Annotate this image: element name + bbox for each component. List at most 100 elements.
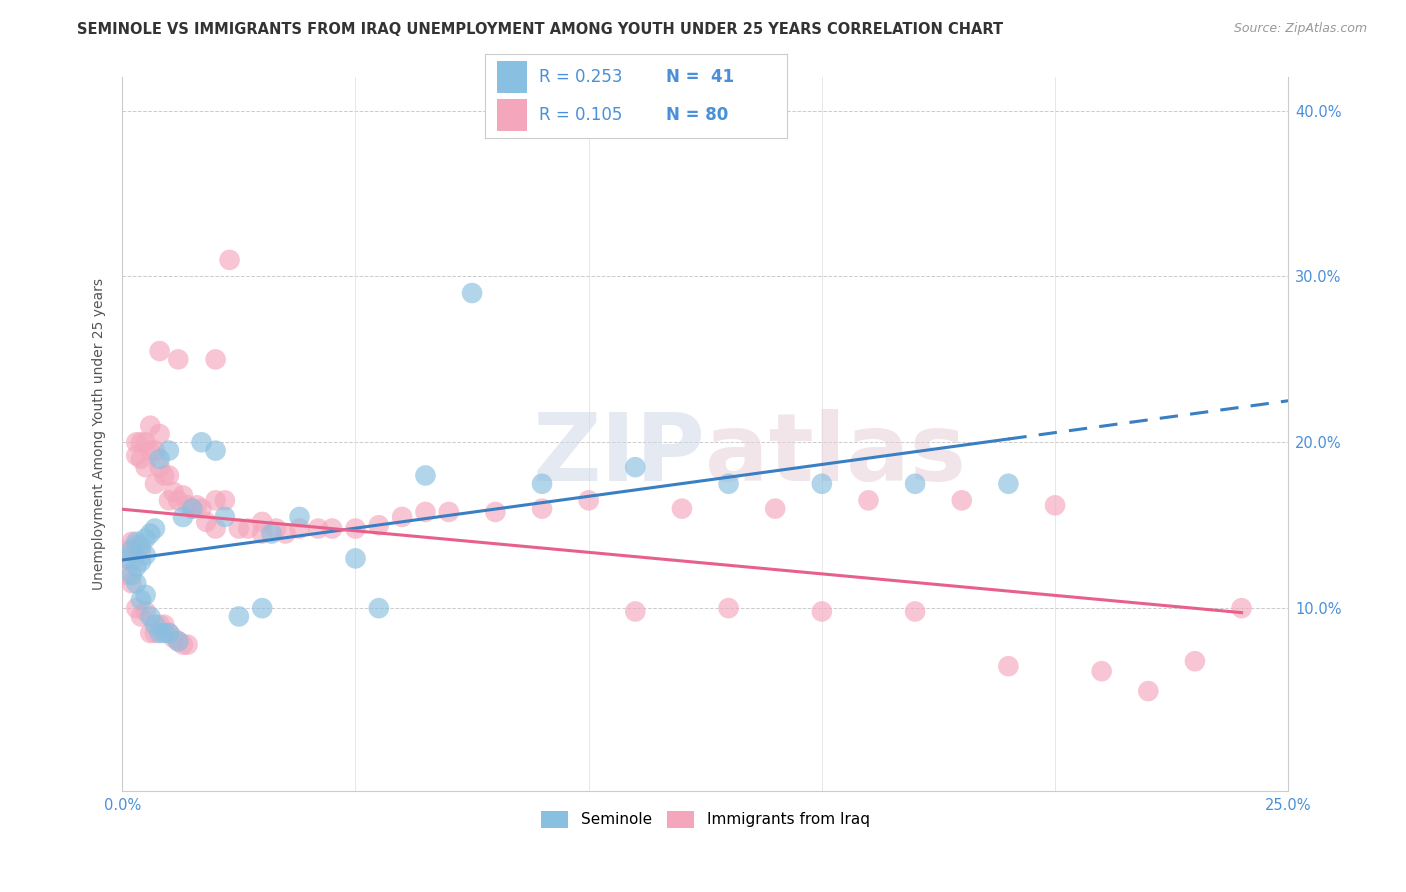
Point (204, 352, 226, 367)
Point (531, 476, 554, 491)
Point (115, 568, 138, 582)
Point (149, 626, 172, 640)
Point (1043, 499, 1066, 513)
Point (172, 510, 194, 524)
Point (717, 601, 740, 615)
Point (1230, 601, 1253, 615)
Point (162, 485, 184, 500)
Point (135, 548, 157, 562)
Point (121, 555, 143, 569)
Point (186, 499, 208, 513)
Point (157, 626, 180, 640)
Point (153, 468, 176, 483)
Point (250, 515, 273, 529)
Point (129, 555, 152, 569)
Point (149, 460, 172, 475)
Point (129, 538, 152, 552)
Point (238, 522, 260, 536)
Point (139, 526, 162, 541)
Point (135, 435, 157, 450)
Point (157, 468, 180, 483)
Point (176, 499, 198, 513)
Point (624, 460, 647, 475)
Point (307, 522, 329, 536)
Text: N =  41: N = 41 (666, 68, 734, 86)
Point (461, 286, 484, 301)
Point (260, 526, 283, 541)
Point (671, 501, 693, 516)
Point (437, 505, 460, 519)
Point (149, 344, 172, 359)
Point (1184, 654, 1206, 668)
Point (139, 626, 162, 640)
Point (149, 451, 172, 466)
Point (139, 609, 162, 624)
Point (195, 515, 218, 529)
Point (121, 568, 143, 582)
Point (415, 468, 437, 483)
Point (167, 352, 190, 367)
Point (176, 638, 198, 652)
Point (214, 510, 236, 524)
Point (125, 576, 148, 591)
Text: ZIP: ZIP (533, 409, 706, 501)
Point (172, 488, 194, 502)
Point (997, 659, 1019, 673)
Point (167, 634, 190, 648)
Point (763, 501, 786, 516)
Point (121, 543, 143, 558)
Point (125, 449, 148, 463)
Point (172, 638, 194, 652)
Text: Source: ZipAtlas.com: Source: ZipAtlas.com (1233, 22, 1367, 36)
Point (811, 476, 834, 491)
Point (129, 609, 152, 624)
Point (157, 443, 180, 458)
Point (125, 538, 148, 552)
Point (143, 522, 166, 536)
Point (121, 576, 143, 591)
Point (125, 559, 148, 574)
Point (125, 435, 148, 450)
Bar (498, 62, 527, 93)
Point (214, 493, 236, 508)
Text: atlas: atlas (706, 409, 966, 501)
Point (121, 534, 143, 549)
Point (167, 493, 190, 508)
Point (288, 510, 311, 524)
Point (139, 418, 162, 433)
Point (129, 543, 152, 558)
Point (250, 526, 273, 541)
Point (115, 551, 138, 566)
Point (274, 526, 297, 541)
Point (321, 522, 343, 536)
Point (125, 601, 148, 615)
Point (135, 605, 157, 619)
Point (143, 476, 166, 491)
Point (129, 451, 152, 466)
Point (1091, 664, 1114, 678)
Point (950, 493, 973, 508)
Point (228, 522, 250, 536)
Y-axis label: Unemployment Among Youth under 25 years: Unemployment Among Youth under 25 years (93, 278, 107, 590)
Point (135, 588, 157, 602)
Text: R = 0.105: R = 0.105 (540, 106, 623, 124)
Point (367, 601, 389, 615)
Point (228, 609, 250, 624)
Point (129, 592, 152, 607)
Point (904, 605, 927, 619)
Point (125, 534, 148, 549)
Point (204, 522, 226, 536)
Point (143, 626, 166, 640)
Point (367, 518, 389, 533)
Point (624, 605, 647, 619)
Text: N = 80: N = 80 (666, 106, 728, 124)
Point (135, 532, 157, 546)
Point (415, 505, 437, 519)
Point (153, 626, 176, 640)
Point (858, 493, 880, 508)
Point (204, 493, 226, 508)
Point (264, 522, 287, 536)
Point (578, 493, 600, 508)
Point (190, 435, 212, 450)
Point (997, 476, 1019, 491)
